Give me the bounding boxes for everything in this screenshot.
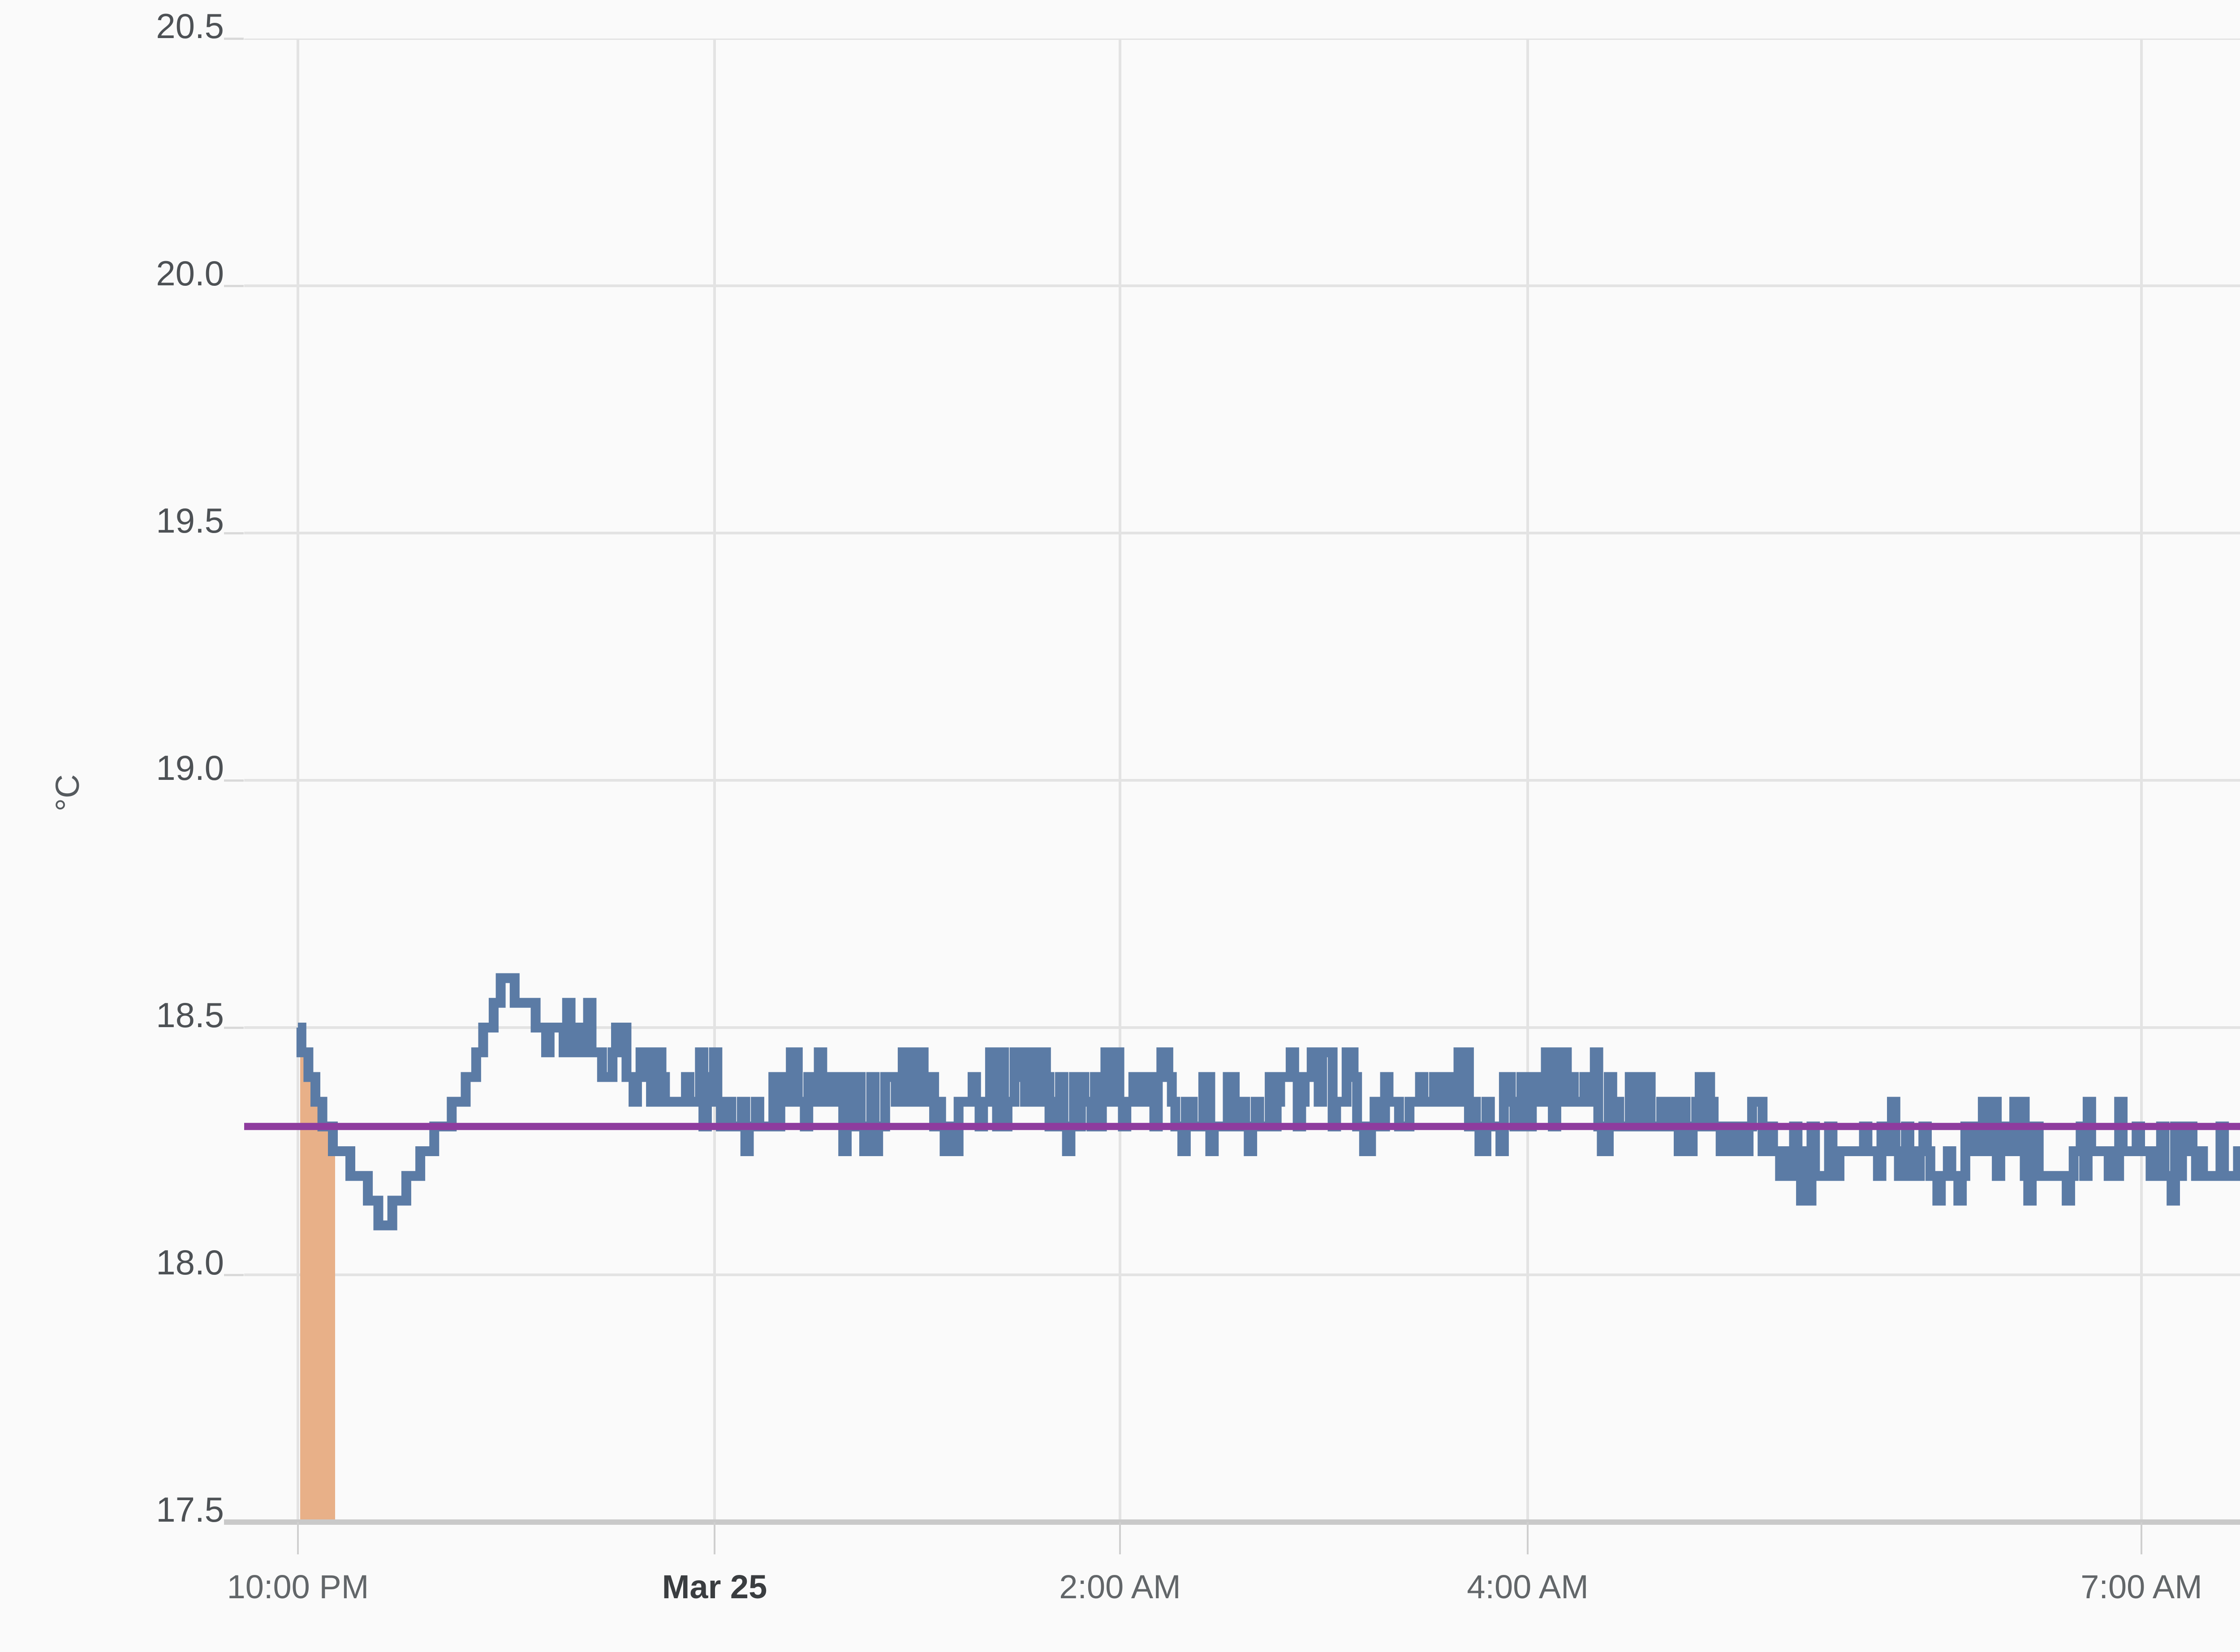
y-axis-label: °C [48, 774, 86, 812]
horizontal-gridlines [244, 39, 2240, 1522]
y-tick-mark [224, 285, 244, 287]
x-tick-mark [714, 1522, 715, 1554]
x-tick-label: 7:00 AM [2081, 1568, 2202, 1605]
y-tick-mark [224, 779, 244, 782]
x-tick-label: Mar 25 [662, 1568, 767, 1605]
x-tick-mark [1527, 1522, 1529, 1554]
alarm-band [300, 1028, 335, 1522]
chart-canvas [244, 39, 2240, 1522]
x-tick-label: 10:00 PM [227, 1568, 369, 1605]
x-tick-mark [2141, 1522, 2142, 1554]
y-tick-mark [224, 1027, 244, 1029]
temperature-line [296, 973, 2240, 1230]
x-tick-mark [297, 1522, 299, 1554]
y-tick-mark [224, 38, 244, 40]
x-axis-spine [224, 1519, 2240, 1525]
x-tick-mark [1119, 1522, 1121, 1554]
x-tick-label: 2:00 AM [1059, 1568, 1181, 1605]
alarm-shaded-regions [300, 1028, 335, 1522]
vertical-gridlines [297, 39, 2143, 1522]
x-tick-label: 4:00 AM [1467, 1568, 1589, 1605]
y-tick-mark [224, 532, 244, 534]
plot-area [244, 39, 2240, 1522]
y-tick-mark [224, 1274, 244, 1276]
